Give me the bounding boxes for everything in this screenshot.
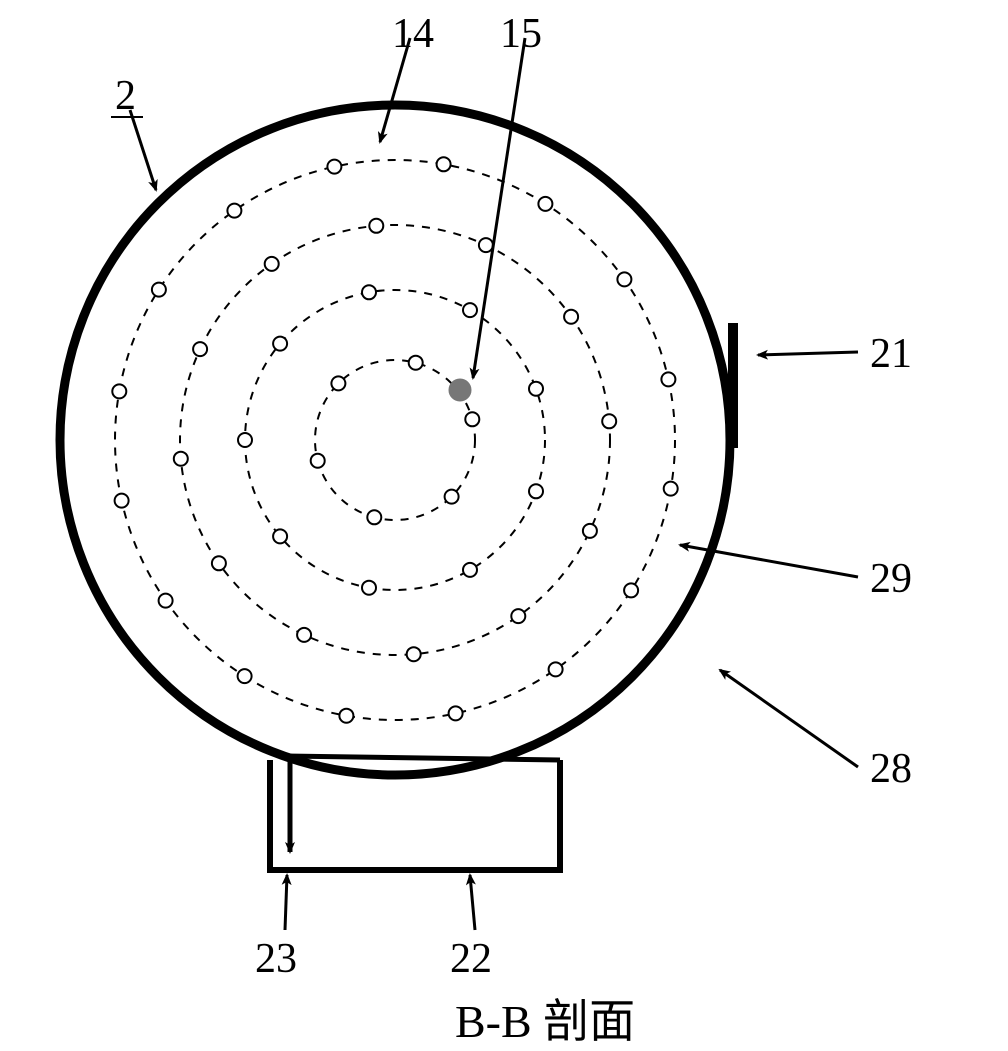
tube-hole: [529, 382, 543, 396]
tube-hole: [362, 581, 376, 595]
tube-hole: [331, 376, 345, 390]
dashed-ring-2: [245, 290, 545, 590]
leader-23: [285, 875, 287, 930]
bottom-flat-line: [285, 756, 560, 760]
label-2: 2: [115, 72, 136, 120]
dashed-rings-group: [115, 160, 675, 720]
label-28: 28: [870, 745, 912, 793]
tube-hole: [112, 384, 126, 398]
leader-15: [473, 38, 525, 378]
tube-hole: [583, 524, 597, 538]
caption-bb-section: B-B 剖面: [455, 985, 635, 1051]
tube-hole: [564, 310, 578, 324]
tube-hole: [238, 669, 252, 683]
label-15: 15: [500, 10, 542, 58]
label-14: 14: [392, 10, 434, 58]
tube-hole: [265, 257, 279, 271]
tube-hole: [463, 303, 477, 317]
leader-2: [130, 110, 156, 190]
label-22: 22: [450, 935, 492, 983]
tube-hole: [463, 563, 477, 577]
tube-hole: [297, 628, 311, 642]
diagram-canvas: 14 15 2 21 29 28 23 22 B-B 剖面: [0, 0, 1008, 1036]
tube-hole: [602, 414, 616, 428]
tube-hole: [193, 342, 207, 356]
leader-22: [470, 875, 475, 930]
tube-hole: [152, 283, 166, 297]
tube-hole: [273, 529, 287, 543]
reference-point-15: [449, 379, 471, 401]
label-2-underline: [111, 116, 143, 118]
tube-hole: [238, 433, 252, 447]
tube-hole: [339, 709, 353, 723]
leader-28: [720, 670, 858, 767]
tube-hole: [538, 197, 552, 211]
tube-hole: [273, 337, 287, 351]
tube-hole: [174, 452, 188, 466]
tube-hole: [511, 609, 525, 623]
tube-hole: [159, 594, 173, 608]
tube-hole: [617, 272, 631, 286]
tube-hole: [465, 412, 479, 426]
leader-arrows: [130, 38, 858, 930]
tube-hole: [449, 706, 463, 720]
tube-hole: [311, 454, 325, 468]
tube-hole: [115, 494, 129, 508]
tube-hole: [367, 510, 381, 524]
tube-hole: [369, 219, 383, 233]
tube-hole: [227, 204, 241, 218]
tube-hole: [664, 482, 678, 496]
label-21: 21: [870, 330, 912, 378]
tube-hole: [362, 285, 376, 299]
tube-hole: [661, 372, 675, 386]
tube-hole: [212, 556, 226, 570]
tube-hole: [327, 160, 341, 174]
tube-hole: [624, 583, 638, 597]
label-23: 23: [255, 935, 297, 983]
tube-hole: [549, 662, 563, 676]
diagram-svg: [0, 0, 1008, 1036]
dashed-ring-4: [115, 160, 675, 720]
leader-21: [758, 352, 858, 355]
outer-shell-circle: [60, 105, 730, 775]
tube-hole: [529, 484, 543, 498]
tube-hole: [409, 356, 423, 370]
tube-hole: [437, 157, 451, 171]
label-29: 29: [870, 555, 912, 603]
tube-hole: [445, 490, 459, 504]
tube-hole: [479, 238, 493, 252]
tube-hole: [407, 647, 421, 661]
